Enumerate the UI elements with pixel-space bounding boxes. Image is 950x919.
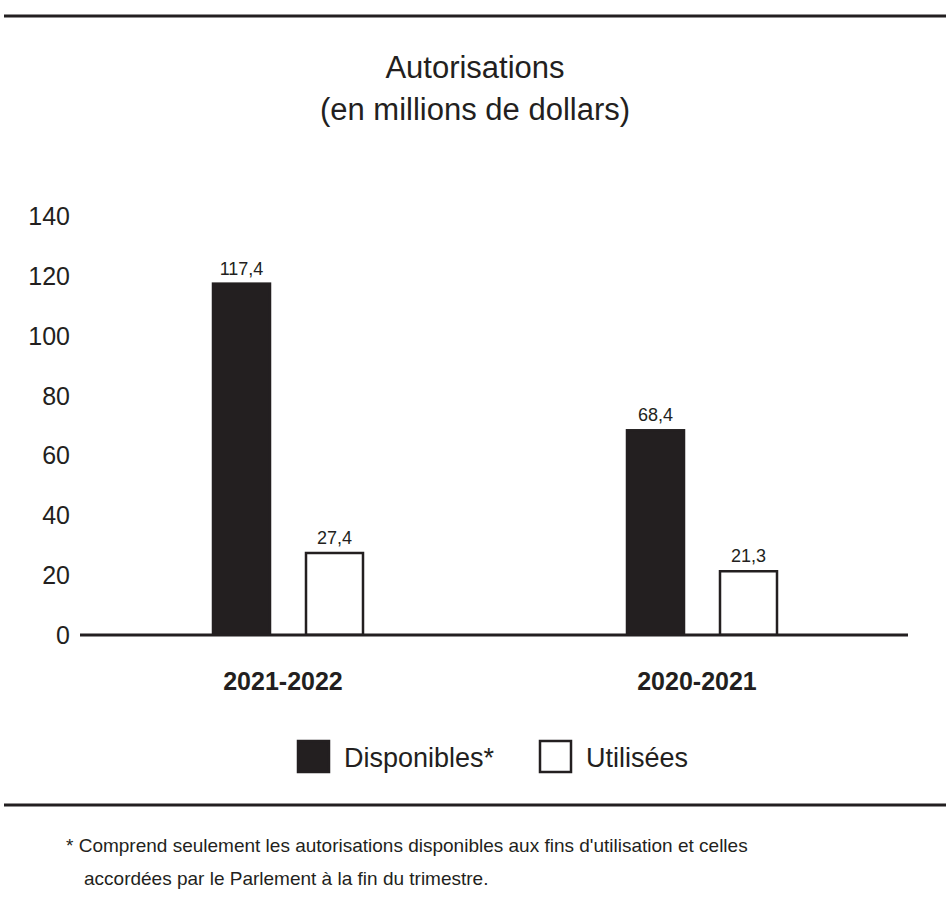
legend-label: Disponibles* [344, 743, 495, 773]
data-label: 27,4 [317, 528, 352, 548]
y-tick-label: 60 [42, 441, 70, 469]
y-tick-label: 20 [42, 561, 70, 589]
bar [720, 571, 777, 635]
bars [213, 284, 777, 635]
bottom-rule [4, 804, 946, 807]
x-axis-line [80, 634, 908, 637]
footnote: * Comprend seulement les autorisations d… [66, 835, 748, 856]
footnote: accordées par le Parlement à la fin du t… [84, 868, 488, 889]
y-tick-label: 80 [42, 382, 70, 410]
bar [627, 430, 684, 635]
bar [306, 553, 363, 635]
y-tick-label: 120 [28, 262, 70, 290]
y-tick-label: 0 [56, 621, 70, 649]
data-label: 21,3 [731, 546, 766, 566]
chart-svg: Autorisations (en millions de dollars) 0 20… [0, 0, 950, 919]
legend-label: Utilisées [586, 743, 688, 773]
bar [213, 284, 270, 635]
x-tick-label: 2020-2021 [637, 667, 757, 695]
top-rule [4, 15, 946, 18]
legend-swatch [540, 741, 571, 772]
y-tick-label: 140 [28, 202, 70, 230]
y-tick-label: 40 [42, 501, 70, 529]
legend-swatch [298, 741, 329, 772]
chart-container: Autorisations (en millions de dollars) 0 20… [0, 0, 950, 919]
data-label: 117,4 [220, 259, 264, 279]
legend: Disponibles* Utilisées [298, 741, 688, 773]
data-label: 68,4 [638, 405, 673, 425]
data-labels: 117,4 27,4 68,4 21,3 [220, 259, 766, 567]
subtitle: (en millions de dollars) [320, 92, 630, 127]
x-tick-label: 2021-2022 [223, 667, 343, 695]
y-tick-label: 100 [28, 322, 70, 350]
title: Autorisations [385, 50, 564, 85]
